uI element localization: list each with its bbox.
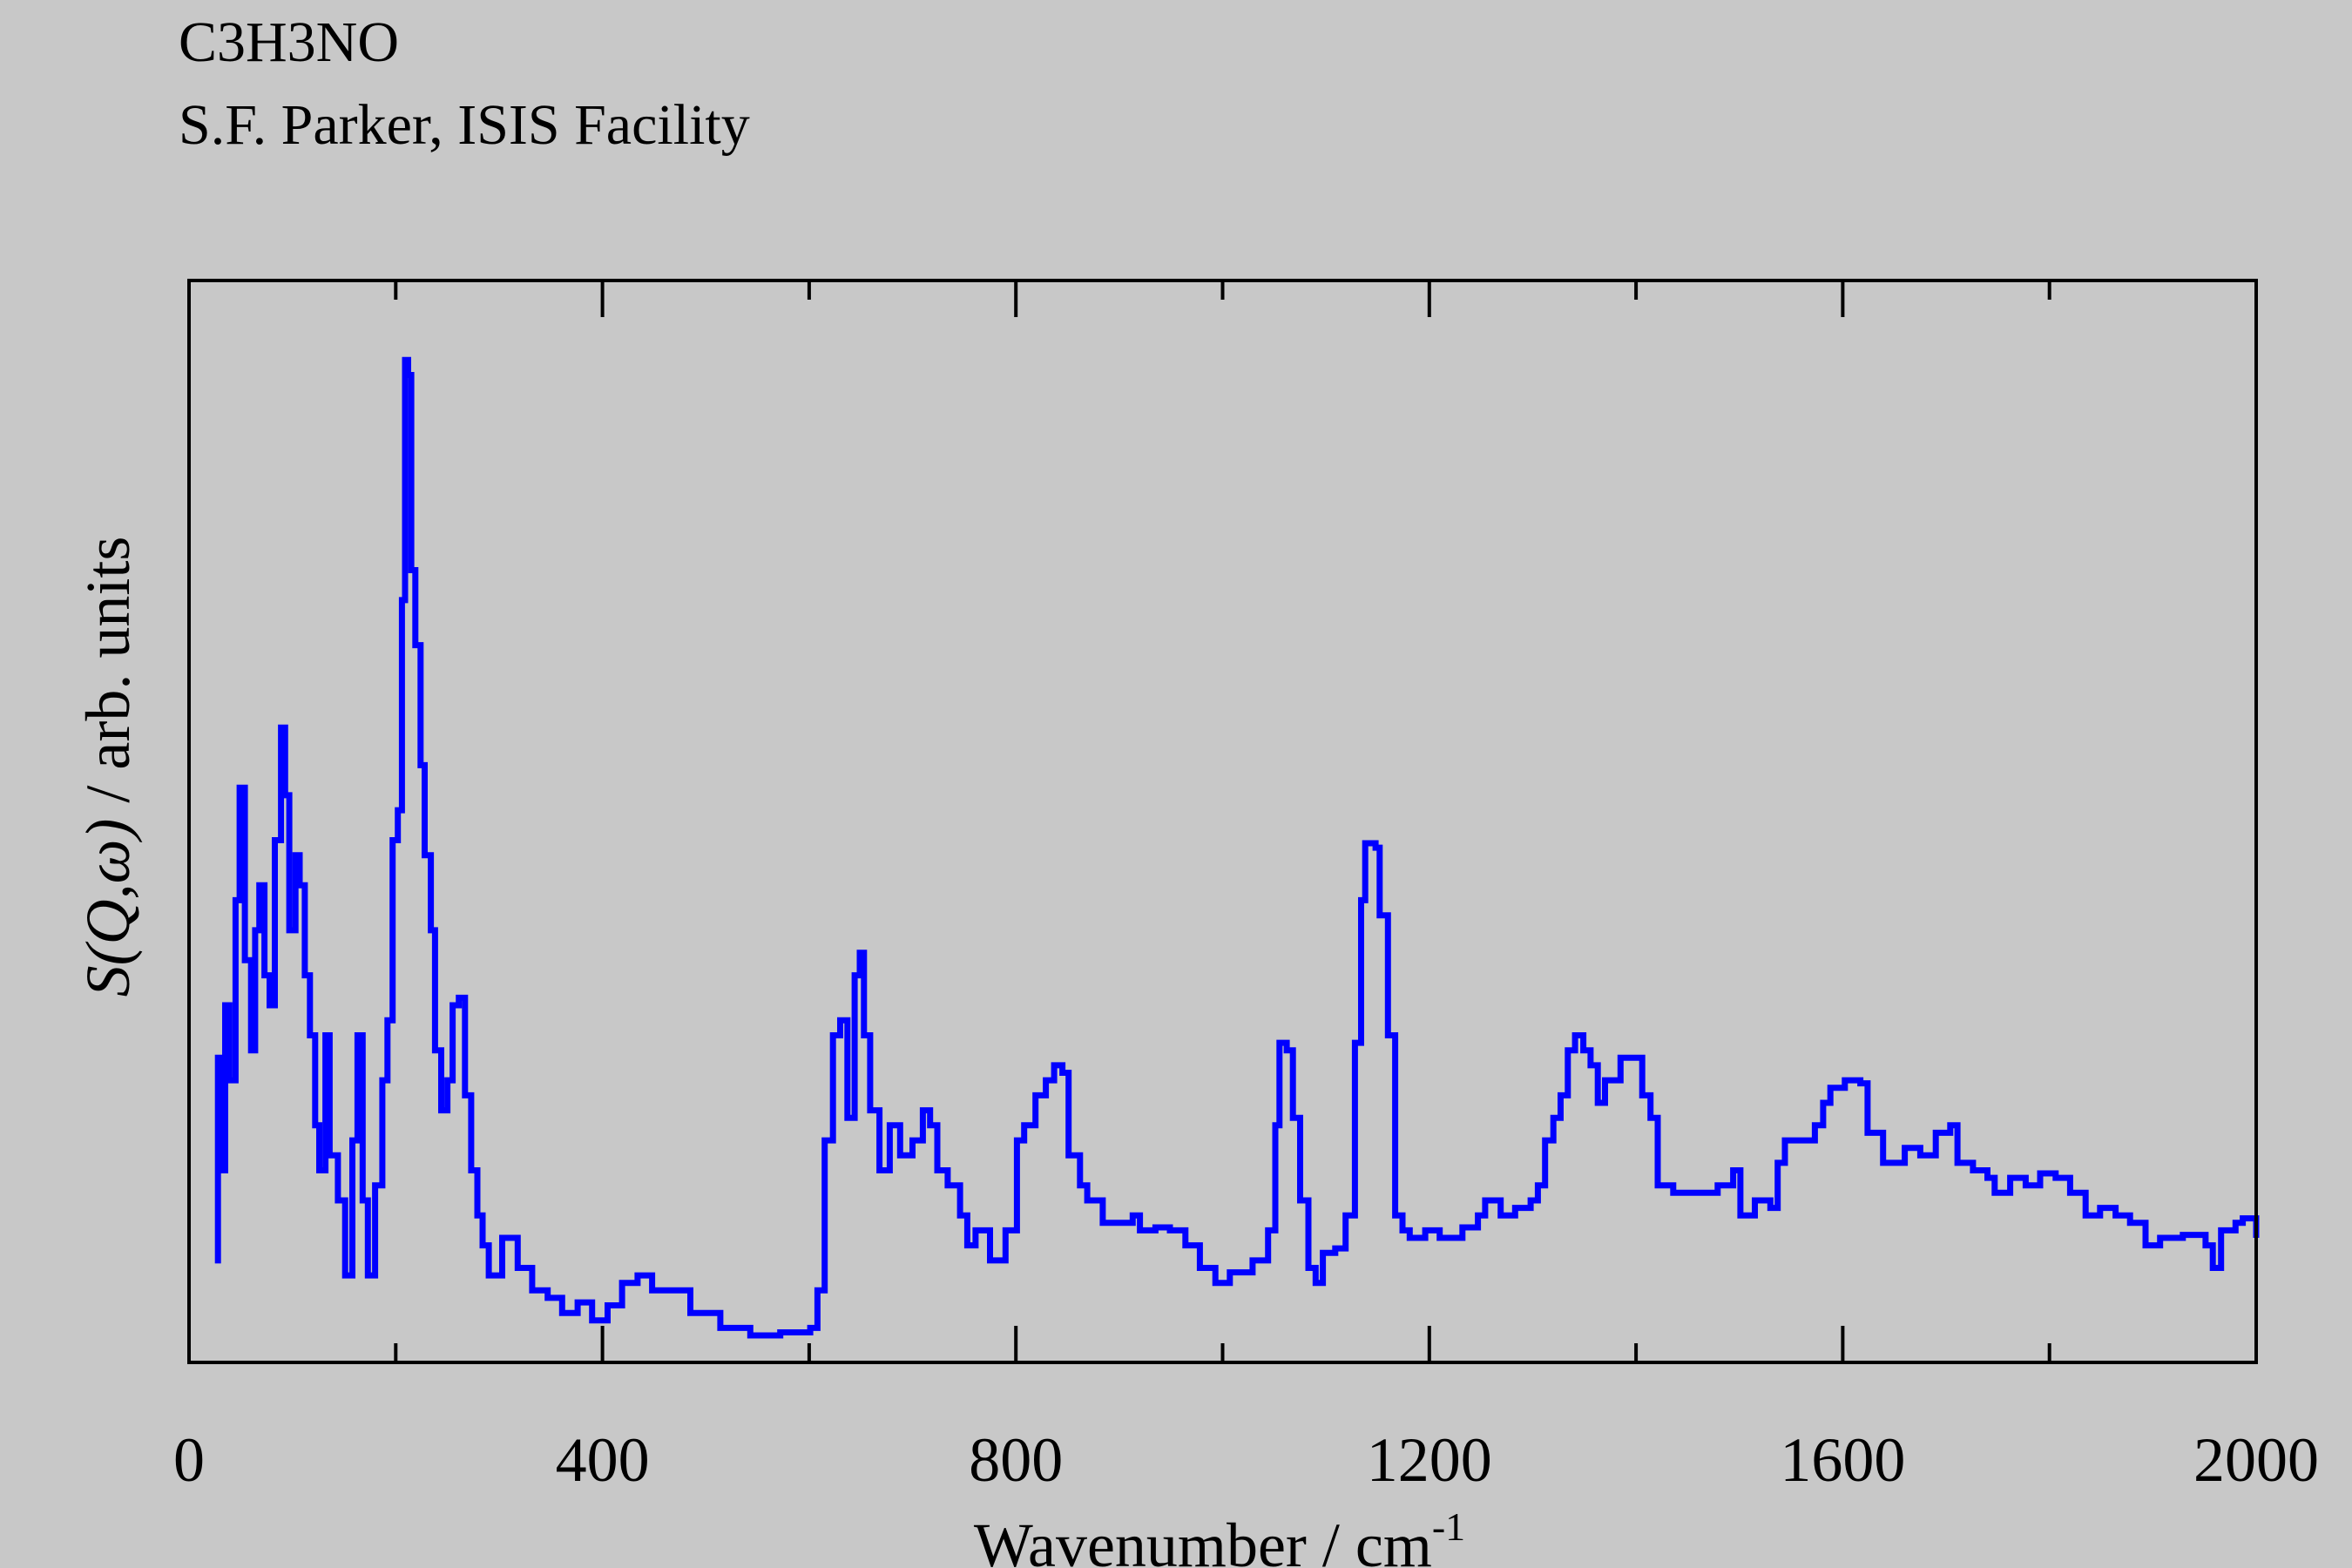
x-tick-label: 2000: [2193, 1425, 2319, 1495]
chart-title: C3H3NO: [179, 10, 399, 74]
x-axis-ticks: [187, 280, 2258, 1362]
plot-frame: [187, 279, 2258, 1364]
x-axis-label-text: Wavenumber / cm: [974, 1511, 1432, 1568]
x-tick-label: 1200: [1367, 1425, 1492, 1495]
y-axis-label-symbol: S(Q,ω): [73, 819, 143, 997]
series-line: [214, 356, 2260, 1339]
x-axis-label: Wavenumber / cm-1: [974, 1504, 1465, 1568]
chart-subtitle: S.F. Parker, ISIS Facility: [179, 93, 750, 157]
x-axis-label-superscript: -1: [1432, 1504, 1465, 1549]
x-axis-tick-labels: 0 400 800 1200 1600 2000: [173, 1425, 2319, 1495]
x-tick-label: 400: [556, 1425, 650, 1495]
y-axis-label-text: / arb. units: [73, 537, 143, 819]
x-tick-label: 0: [173, 1425, 205, 1495]
y-axis-label: S(Q,ω) / arb. units: [73, 537, 143, 997]
x-tick-label: 800: [969, 1425, 1063, 1495]
x-tick-label: 1600: [1780, 1425, 1905, 1495]
